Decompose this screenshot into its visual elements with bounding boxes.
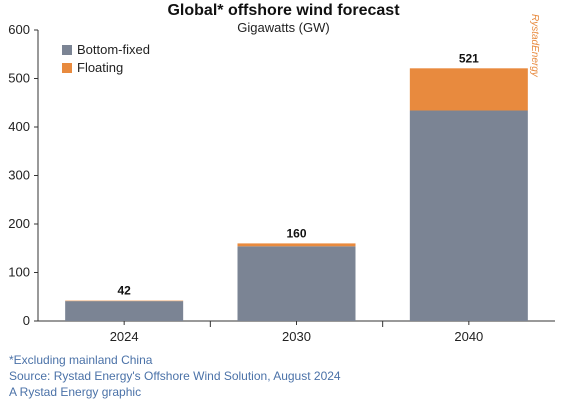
bar-total-label: 521: [459, 51, 479, 65]
legend-label: Floating: [77, 60, 123, 75]
footnotes: *Excluding mainland China Source: Rystad…: [9, 352, 341, 400]
bar-total-label: 160: [286, 226, 306, 240]
chart-title: Global* offshore wind forecast: [167, 2, 400, 19]
footnote-credit: A Rystad Energy graphic: [9, 385, 142, 399]
plot-area: 0 100 200 300 400 500 600 42 2024 160 2030 521 2040 B…: [8, 22, 555, 344]
bar-floating-2040: [409, 68, 528, 111]
legend-swatch-bottom-fixed: [62, 45, 72, 55]
x-tick-label: 2024: [110, 329, 139, 344]
legend-label: Bottom-fixed: [77, 42, 150, 57]
footnote-exclusion: *Excluding mainland China: [9, 353, 153, 367]
y-tick-label: 0: [23, 313, 30, 328]
y-tick-label: 300: [8, 168, 30, 183]
bar-bottom-fixed-2040: [409, 110, 528, 321]
y-tick-label: 100: [8, 265, 30, 280]
bar-bottom-fixed-2024: [65, 301, 184, 321]
bar-total-label: 42: [117, 284, 131, 298]
chart-subtitle: Gigawatts (GW): [237, 20, 330, 35]
footnote-source: Source: Rystad Energy's Offshore Wind So…: [9, 369, 341, 383]
y-tick-label: 200: [8, 216, 30, 231]
y-tick-label: 500: [8, 71, 30, 86]
bar-floating-2030: [237, 243, 356, 247]
y-tick-label: 400: [8, 119, 30, 134]
bar-bottom-fixed-2030: [237, 246, 356, 321]
x-tick-label: 2040: [454, 329, 483, 344]
x-tick-label: 2030: [282, 329, 311, 344]
legend-swatch-floating: [62, 63, 72, 73]
y-tick-label: 600: [8, 22, 30, 37]
